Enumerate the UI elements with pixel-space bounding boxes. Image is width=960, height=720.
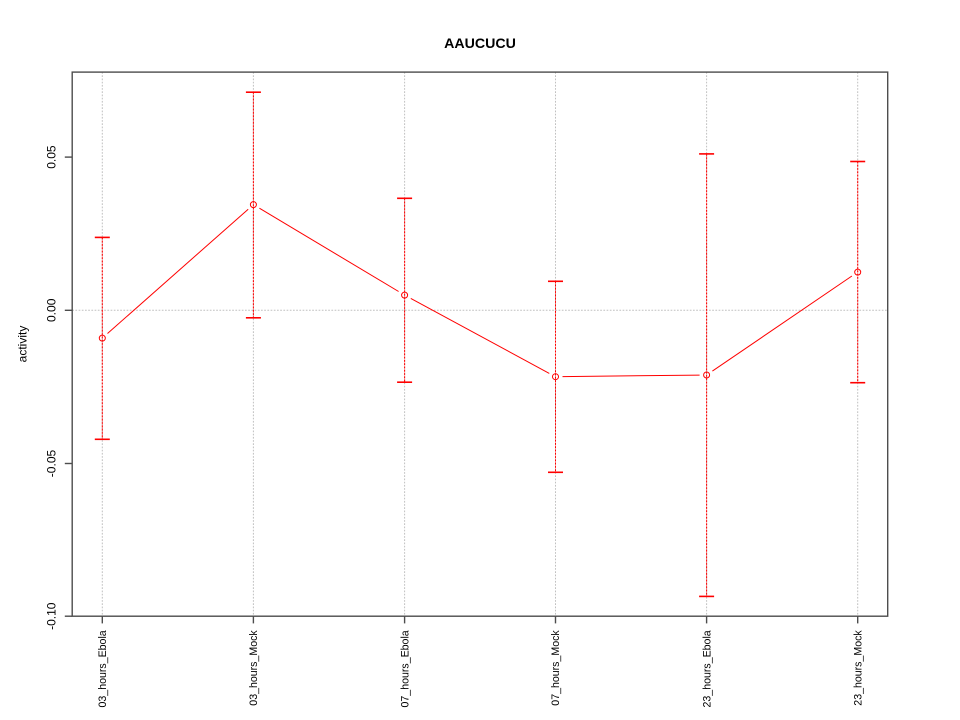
svg-text:0.05: 0.05	[44, 145, 58, 169]
svg-text:23_hours_Mock: 23_hours_Mock	[852, 630, 864, 706]
svg-text:03_hours_Ebola: 03_hours_Ebola	[97, 630, 109, 707]
svg-text:-0.10: -0.10	[44, 602, 58, 630]
svg-text:07_hours_Mock: 07_hours_Mock	[550, 630, 562, 706]
svg-text:-0.05: -0.05	[44, 450, 58, 478]
svg-text:activity: activity	[16, 326, 30, 363]
svg-text:03_hours_Mock: 03_hours_Mock	[248, 630, 260, 706]
svg-text:0.00: 0.00	[44, 298, 58, 322]
svg-text:AAUCUCU: AAUCUCU	[444, 36, 516, 52]
svg-text:07_hours_Ebola: 07_hours_Ebola	[399, 630, 411, 707]
svg-text:23_hours_Ebola: 23_hours_Ebola	[701, 630, 713, 707]
